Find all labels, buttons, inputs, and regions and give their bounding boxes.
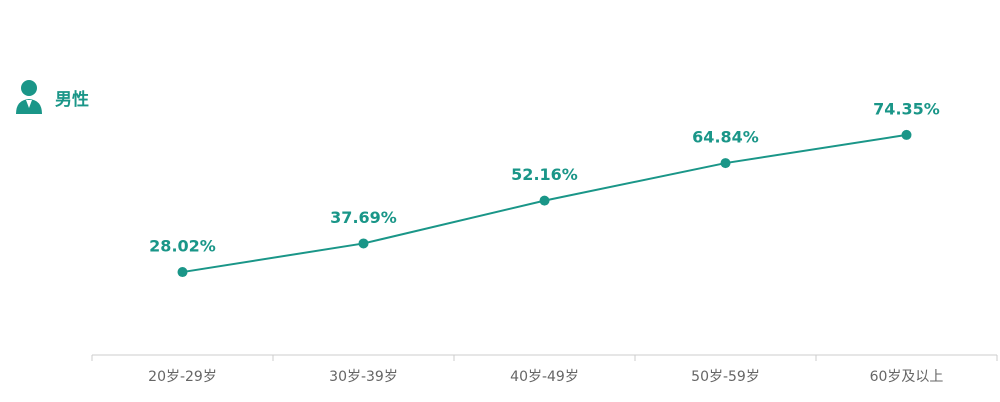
value-label: 74.35%: [873, 99, 940, 118]
x-tick-label: 20岁-29岁: [148, 369, 217, 385]
point: [539, 195, 550, 206]
x-tick-label: 40岁-49岁: [510, 369, 579, 385]
point: [358, 238, 369, 249]
x-tick-label: 60岁及以上: [870, 369, 944, 385]
point: [720, 158, 731, 169]
point: [901, 129, 912, 140]
value-label: 28.02%: [149, 237, 216, 256]
legend-icon: [16, 80, 42, 114]
x-tick-label: 50岁-59岁: [691, 369, 760, 385]
point: [177, 267, 188, 278]
value-label: 64.84%: [692, 128, 759, 147]
legend-label: 男性: [55, 89, 89, 110]
x-tick-label: 30岁-39岁: [329, 369, 398, 385]
value-label: 37.69%: [330, 208, 397, 227]
value-label: 52.16%: [511, 165, 578, 184]
